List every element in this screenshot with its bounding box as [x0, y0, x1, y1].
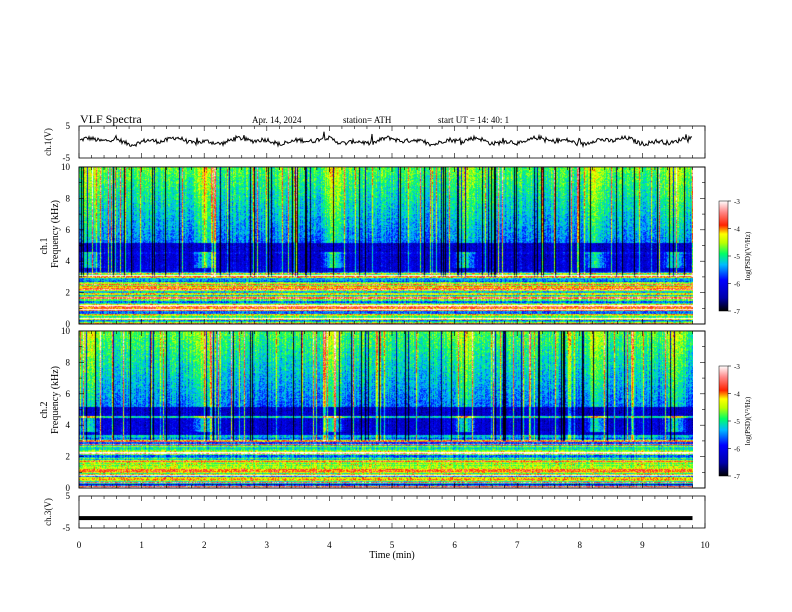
ch1-voltage-ylabel: ch.1(V) — [43, 128, 53, 156]
time-tick-label: 3 — [265, 540, 270, 550]
ch3-voltage-ticks — [78, 496, 706, 528]
ch2-frequency-ylabel-line1: ch.2 — [39, 402, 50, 419]
time-tick-label: 0 — [77, 540, 82, 550]
station-label: station= ATH — [343, 115, 392, 125]
ch3-voltage-ytick-bottom: -5 — [63, 523, 71, 533]
time-axis: 0 1 2 3 4 5 6 7 8 9 10 — [77, 540, 710, 550]
ch1-frequency-ylabel-line1: ch.1 — [39, 238, 50, 255]
ch3-voltage-ylabel: ch.3(V) — [43, 498, 53, 526]
ch1-voltage-panel: 5 -5 ch.1(V) — [43, 121, 706, 163]
ch1-spectrogram-image — [79, 167, 693, 324]
ch2-spectrogram-panel: 0 2 4 6 8 10 ch.2 Frequency (kHz) — [39, 326, 706, 493]
ch3-voltage-panel: 5 -5 ch.3(V) — [43, 491, 706, 533]
frequency-tick-label: 8 — [66, 357, 71, 367]
ch2-colorbar-ticks: -3 -4 -5 -6 -7 — [728, 363, 740, 481]
ch2-frequency-ticks: 0 2 4 6 8 10 — [61, 326, 705, 493]
ch1-colorbar-label: log(PSD)(V²/Hz) — [744, 231, 752, 280]
time-tick-label: 10 — [701, 540, 711, 550]
frequency-tick-label: 0 — [66, 483, 71, 493]
time-tick-label: 7 — [515, 540, 520, 550]
colorbar-tick-label: -7 — [734, 308, 740, 316]
colorbar-tick-label: -4 — [734, 226, 740, 234]
ch3-voltage-ytick-top: 5 — [66, 491, 71, 501]
ch1-colorbar-ticks: -3 -4 -5 -6 -7 — [728, 198, 740, 316]
time-tick-label: 4 — [327, 540, 332, 550]
frequency-tick-label: 0 — [66, 319, 71, 329]
ch1-colorbar-gradient — [718, 200, 729, 312]
colorbar-tick-label: -7 — [734, 473, 740, 481]
time-tick-label: 1 — [139, 540, 144, 550]
frequency-tick-label: 4 — [66, 420, 71, 430]
ch1-spectrogram-time-ticks — [78, 167, 706, 324]
frequency-tick-label: 10 — [61, 162, 71, 172]
ch2-colorbar-label: log(PSD)(V²/Hz) — [744, 396, 752, 445]
start-time-label: start UT = 14: 40: 1 — [438, 115, 509, 125]
frequency-tick-label: 6 — [66, 225, 71, 235]
ch3-voltage-trace — [79, 516, 693, 521]
ch1-voltage-ytick-bottom: -5 — [63, 153, 71, 163]
colorbar-tick-label: -5 — [734, 418, 740, 426]
ch1-spectrogram-panel: 0 2 4 6 8 10 ch.1 Frequency (kHz) — [39, 162, 706, 329]
time-tick-label: 8 — [578, 540, 583, 550]
colorbar-tick-label: -6 — [734, 446, 740, 454]
colorbar-tick-label: -3 — [734, 363, 740, 371]
colorbar-tick-label: -3 — [734, 198, 740, 206]
ch2-frequency-ylabel-line2: Frequency (kHz) — [50, 366, 61, 434]
ch1-frequency-ylabel-line2: Frequency (kHz) — [50, 200, 61, 268]
frequency-tick-label: 8 — [66, 193, 71, 203]
frequency-tick-label: 10 — [61, 326, 71, 336]
ch1-voltage-trace — [79, 131, 693, 149]
date-label: Apr. 14, 2024 — [252, 115, 302, 125]
ch2-spectrogram-time-ticks — [78, 331, 706, 488]
ch2-spectrogram-image — [79, 331, 693, 488]
time-tick-label: 5 — [390, 540, 395, 550]
colorbar-tick-label: -4 — [734, 391, 740, 399]
frequency-tick-label: 2 — [66, 288, 71, 298]
frequency-tick-label: 2 — [66, 452, 71, 462]
time-axis-label: Time (min) — [369, 550, 414, 561]
ch1-colorbar: -3 -4 -5 -6 -7 log(PSD)(V²/Hz) — [718, 198, 752, 316]
ch1-voltage-ticks — [78, 126, 706, 158]
frequency-tick-label: 4 — [66, 256, 71, 266]
colorbar-tick-label: -6 — [734, 281, 740, 289]
ch1-voltage-ytick-top: 5 — [66, 121, 71, 131]
colorbar-tick-label: -5 — [734, 253, 740, 261]
time-tick-label: 6 — [452, 540, 457, 550]
figure-title: VLF Spectra — [80, 112, 142, 126]
ch2-colorbar-gradient — [718, 365, 729, 477]
time-tick-label: 2 — [202, 540, 207, 550]
ch2-colorbar: -3 -4 -5 -6 -7 log(PSD)(V²/Hz) — [718, 363, 752, 481]
frequency-tick-label: 6 — [66, 389, 71, 399]
time-tick-label: 9 — [640, 540, 645, 550]
ch1-frequency-ticks: 0 2 4 6 8 10 — [61, 162, 705, 329]
